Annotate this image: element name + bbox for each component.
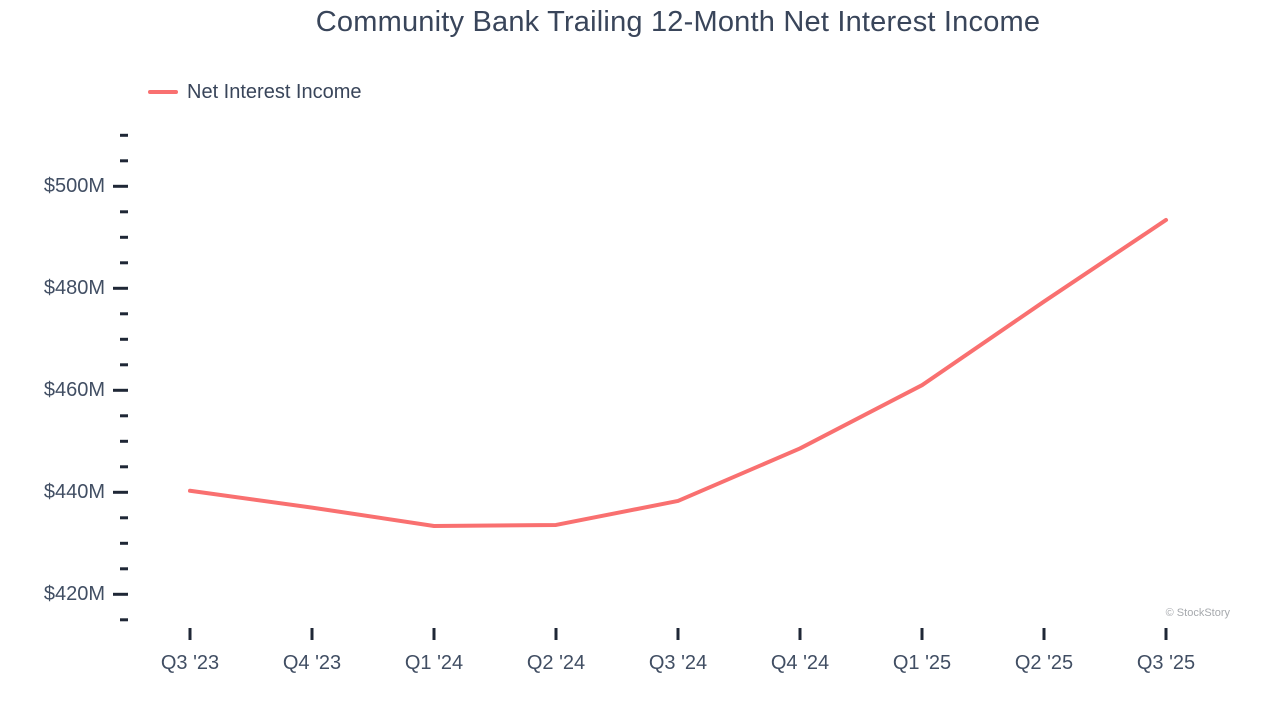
x-axis-label: Q1 '25 <box>892 652 952 674</box>
x-axis-label: Q3 '25 <box>1136 652 1196 674</box>
x-axis-label: Q1 '24 <box>404 652 464 674</box>
y-axis-label: $420M <box>43 583 105 606</box>
legend: Net Interest Income <box>148 80 362 104</box>
x-axis-label: Q4 '23 <box>282 652 342 674</box>
x-axis-label: Q4 '24 <box>770 652 830 674</box>
y-axis-label: $500M <box>43 175 105 198</box>
x-axis-label: Q3 '24 <box>648 652 708 674</box>
legend-item-label: Net Interest Income <box>187 80 362 103</box>
x-axis-label: Q2 '25 <box>1014 652 1074 674</box>
chart-title: Community Bank Trailing 12-Month Net Int… <box>315 6 1041 38</box>
y-axis-label: $480M <box>43 277 105 300</box>
legend-line-swatch-icon <box>148 90 178 94</box>
x-axis-label: Q3 '23 <box>160 652 220 674</box>
watermark: © StockStory <box>1165 607 1230 619</box>
x-axis-label: Q2 '24 <box>526 652 586 674</box>
y-axis-label: $440M <box>43 481 105 504</box>
y-axis-label: $460M <box>43 379 105 402</box>
series-line <box>188 217 1168 528</box>
